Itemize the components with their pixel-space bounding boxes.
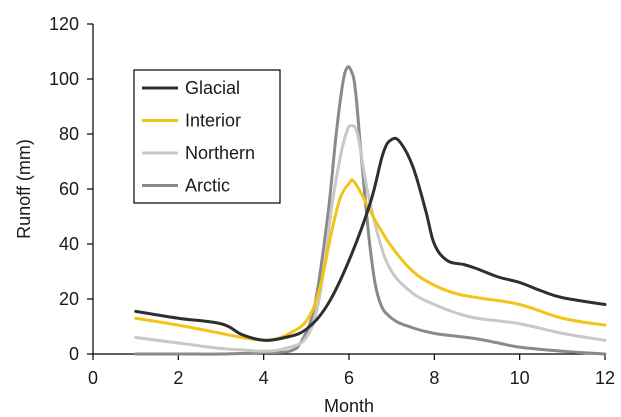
axes-layer: 0 20 40 60 80 100 120 0 2 4 6 8 10 12 Month Runoff (mm) xyxy=(14,14,615,416)
x-tick-label: 4 xyxy=(259,368,269,388)
x-tick-label: 12 xyxy=(595,368,615,388)
x-axis-title: Month xyxy=(324,396,374,416)
series-layer xyxy=(134,65,607,356)
x-tick-label: 6 xyxy=(344,368,354,388)
legend-label-glacial: Glacial xyxy=(185,78,240,98)
legend-label-arctic: Arctic xyxy=(185,176,230,196)
legend-layer: Glacial Interior Northern Arctic xyxy=(133,69,281,204)
y-tick-label: 120 xyxy=(49,14,79,34)
y-tick-label: 40 xyxy=(59,234,79,254)
legend-box xyxy=(133,69,281,204)
x-tick-label: 8 xyxy=(429,368,439,388)
y-axis-title: Runoff (mm) xyxy=(14,139,34,239)
y-tick-label: 100 xyxy=(49,69,79,89)
series-line-glacial xyxy=(134,136,607,342)
x-tick-label: 10 xyxy=(510,368,530,388)
x-tick-label: 0 xyxy=(88,368,98,388)
y-tick-label: 80 xyxy=(59,124,79,144)
series-line-northern xyxy=(134,124,607,353)
y-tick-label: 20 xyxy=(59,289,79,309)
y-tick-label: 0 xyxy=(69,344,79,364)
y-tick-label: 60 xyxy=(59,179,79,199)
x-tick-label: 2 xyxy=(173,368,183,388)
legend-label-interior: Interior xyxy=(185,111,241,131)
series-line-arctic xyxy=(134,65,607,356)
legend-label-northern: Northern xyxy=(185,143,255,163)
